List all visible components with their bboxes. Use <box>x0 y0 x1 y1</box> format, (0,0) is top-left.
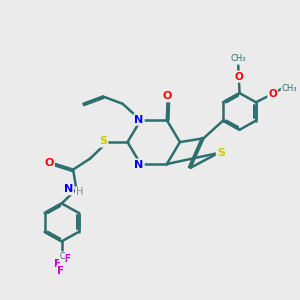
Text: F: F <box>57 266 64 276</box>
Text: S: S <box>217 148 225 158</box>
Text: CH₃: CH₃ <box>230 54 246 63</box>
Text: N: N <box>64 184 73 194</box>
Text: O: O <box>235 72 243 82</box>
Text: N: N <box>134 115 144 124</box>
Text: CH₃: CH₃ <box>282 84 297 93</box>
Text: S: S <box>99 136 107 146</box>
Text: O: O <box>268 89 277 99</box>
Text: O: O <box>44 158 54 168</box>
Text: F: F <box>54 259 61 269</box>
Text: O: O <box>163 91 172 101</box>
Text: C: C <box>60 252 65 261</box>
Text: F: F <box>64 254 71 264</box>
Text: N: N <box>134 160 144 170</box>
Text: H: H <box>76 188 83 197</box>
